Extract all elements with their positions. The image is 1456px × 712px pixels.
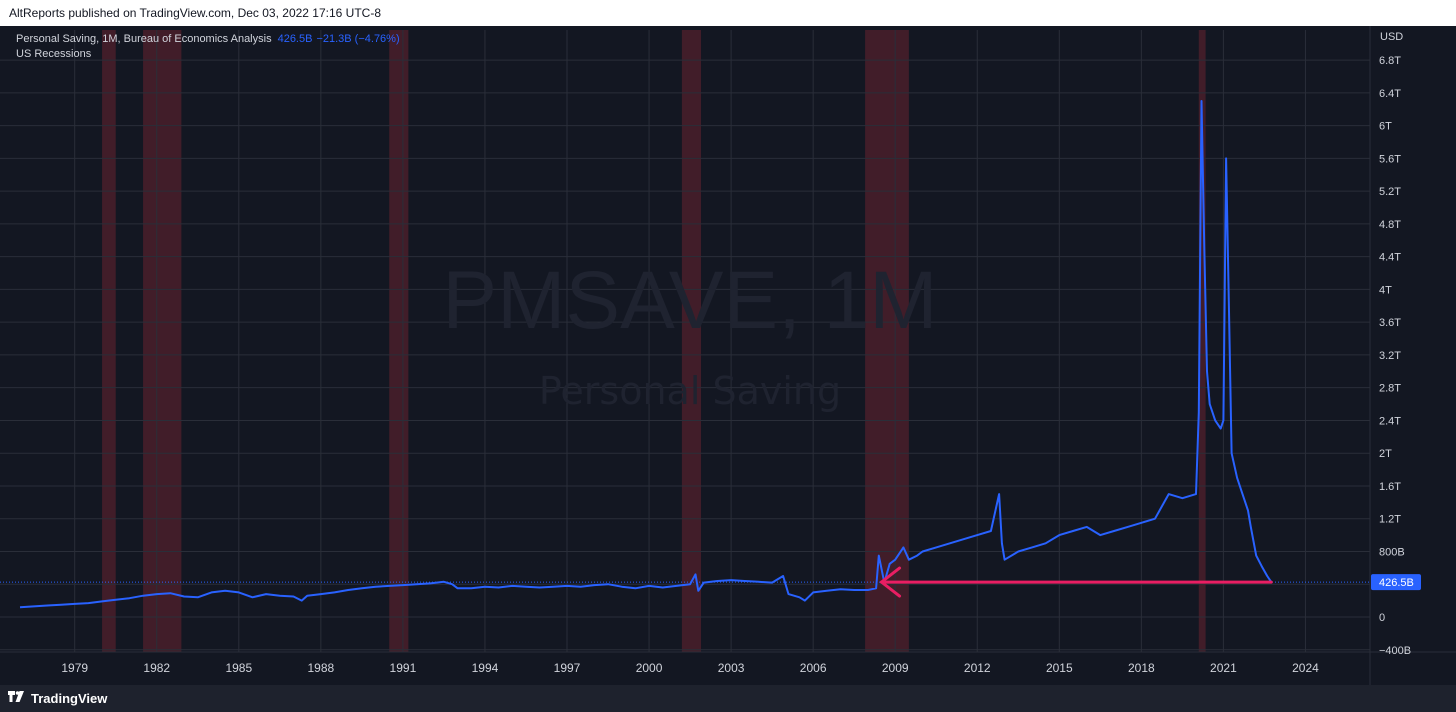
legend-change: −21.3B (−4.76%): [316, 33, 400, 45]
recession-band: [389, 30, 409, 652]
x-tick-label: 2000: [636, 661, 663, 675]
price-axis-currency: USD: [1380, 31, 1403, 43]
legend-overlay-row[interactable]: US Recessions: [16, 47, 400, 62]
x-tick-label: 2012: [964, 661, 991, 675]
y-tick-label: 0: [1379, 612, 1385, 624]
y-tick-label: 6T: [1379, 121, 1392, 133]
publish-header-text: AltReports published on TradingView.com,…: [9, 6, 381, 20]
y-tick-label: 6.4T: [1379, 88, 1401, 100]
series-line: [19, 100, 1273, 609]
footer-bar: TradingView: [0, 685, 1456, 712]
legend-overlay-label: US Recessions: [16, 48, 92, 60]
y-tick-label: 6.8T: [1379, 55, 1401, 67]
y-tick-label: 5.6T: [1379, 153, 1401, 165]
y-tick-label: 4.8T: [1379, 219, 1401, 231]
y-tick-label: 2.4T: [1379, 415, 1401, 427]
y-tick-label: 3.6T: [1379, 317, 1401, 329]
y-tick-label: 2T: [1379, 448, 1392, 460]
x-tick-label: 2021: [1210, 661, 1237, 675]
y-tick-label: −400B: [1379, 645, 1411, 657]
last-value-label: 426.5B: [1379, 577, 1414, 589]
x-tick-label: 1991: [390, 661, 417, 675]
publish-header-bar: AltReports published on TradingView.com,…: [0, 0, 1456, 26]
y-tick-label: 800B: [1379, 546, 1405, 558]
y-tick-label: 1.6T: [1379, 481, 1401, 493]
legend-series-label: Personal Saving, 1M, Bureau of Economics…: [16, 33, 272, 45]
x-tick-label: 1985: [225, 661, 252, 675]
series-layer: [0, 100, 1370, 609]
chart-area[interactable]: PMSAVE, 1M Personal Saving USD −400B 0 800B…: [0, 26, 1456, 685]
x-tick-label: 2018: [1128, 661, 1155, 675]
x-tick-label: 2024: [1292, 661, 1319, 675]
legend-value: 426.5B: [277, 33, 313, 45]
arrow-head: [880, 566, 902, 598]
y-tick-label: 5.2T: [1379, 186, 1401, 198]
recession-band: [1198, 30, 1206, 652]
footer-brand: TradingView: [31, 691, 108, 706]
watermark-description: Personal Saving: [539, 369, 841, 413]
x-tick-label: 1982: [143, 661, 170, 675]
legend-series-row[interactable]: Personal Saving, 1M, Bureau of Economics…: [16, 32, 400, 47]
watermark: PMSAVE, 1M Personal Saving: [442, 255, 937, 413]
x-tick-label: 2006: [800, 661, 827, 675]
recession-band: [681, 30, 702, 652]
y-tick-label: 3.2T: [1379, 350, 1401, 362]
x-tick-label: 2009: [882, 661, 909, 675]
y-tick-label: 4T: [1379, 284, 1392, 296]
x-tick-label: 1988: [307, 661, 334, 675]
last-value-badge: [1371, 574, 1421, 591]
recession-band: [143, 30, 182, 652]
y-tick-label: 1.2T: [1379, 514, 1401, 526]
y-tick-label: 4.4T: [1379, 252, 1401, 264]
tradingview-logo-icon: [8, 691, 24, 702]
x-tick-label: 1997: [554, 661, 581, 675]
axis-layer: USD −400B 0 800B 1.2T 1.6T 2T 2.4T 2.8T 3.2T 3.6T 4…: [0, 26, 1456, 685]
x-tick-label: 2003: [718, 661, 745, 675]
x-tick-label: 2015: [1046, 661, 1073, 675]
x-tick-label: 1994: [472, 661, 499, 675]
recession-band: [102, 30, 116, 652]
watermark-symbol: PMSAVE, 1M: [442, 255, 937, 346]
arrow-annotation: [880, 566, 1273, 598]
recession-bands: [102, 30, 1206, 652]
y-tick-label: 2.8T: [1379, 383, 1401, 395]
chart-legend: Personal Saving, 1M, Bureau of Economics…: [16, 32, 400, 62]
x-tick-label: 1979: [61, 661, 88, 675]
